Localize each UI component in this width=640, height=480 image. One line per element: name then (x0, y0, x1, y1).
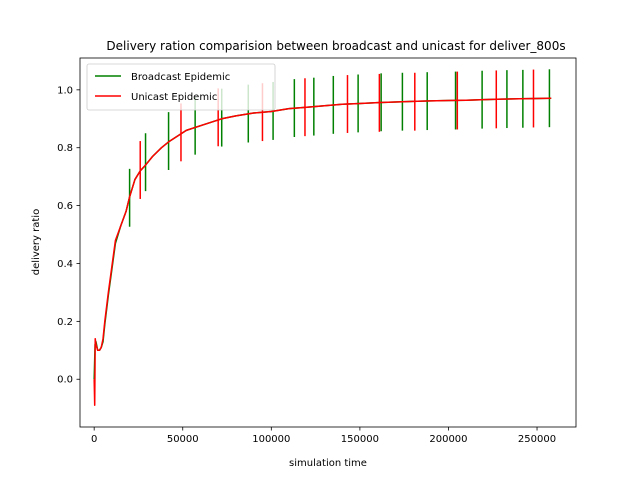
x-axis-label: simulation time (289, 458, 367, 469)
x-tick-label-5: 250000 (518, 434, 556, 445)
series-line-unicast-epidemic (93, 97, 552, 407)
legend-box (86, 63, 276, 111)
x-tick-label-1: 50000 (167, 434, 199, 445)
y-tick-label-0: 0.0 (57, 375, 73, 386)
y-tick-label-2: 0.4 (57, 259, 73, 270)
legend-label-broadcast-epidemic: Broadcast Epidemic (131, 72, 230, 83)
y-tick-label-1: 0.2 (57, 317, 73, 328)
legend: Broadcast Epidemic Unicast Epidemic (86, 63, 276, 111)
series-unicast-epidemic (93, 69, 552, 407)
axes: 0 50000 100000 150000 200000 250000 0.0 0.2 0.4 0… (57, 57, 577, 445)
y-tick-label-4: 0.8 (57, 143, 73, 154)
chart-title: Delivery ration comparision between broa… (106, 39, 565, 53)
y-tick-label-3: 0.6 (57, 201, 73, 212)
x-tick-label-0: 0 (91, 434, 97, 445)
y-tick-label-5: 1.0 (57, 85, 73, 96)
x-tick-label-2: 100000 (252, 434, 290, 445)
axes-frame (79, 57, 577, 428)
x-tick-label-3: 150000 (341, 434, 379, 445)
y-axis-label: delivery ratio (31, 209, 42, 275)
x-tick-label-4: 200000 (429, 434, 467, 445)
plot-area (93, 69, 552, 407)
legend-label-unicast-epidemic: Unicast Epidemic (131, 92, 217, 103)
